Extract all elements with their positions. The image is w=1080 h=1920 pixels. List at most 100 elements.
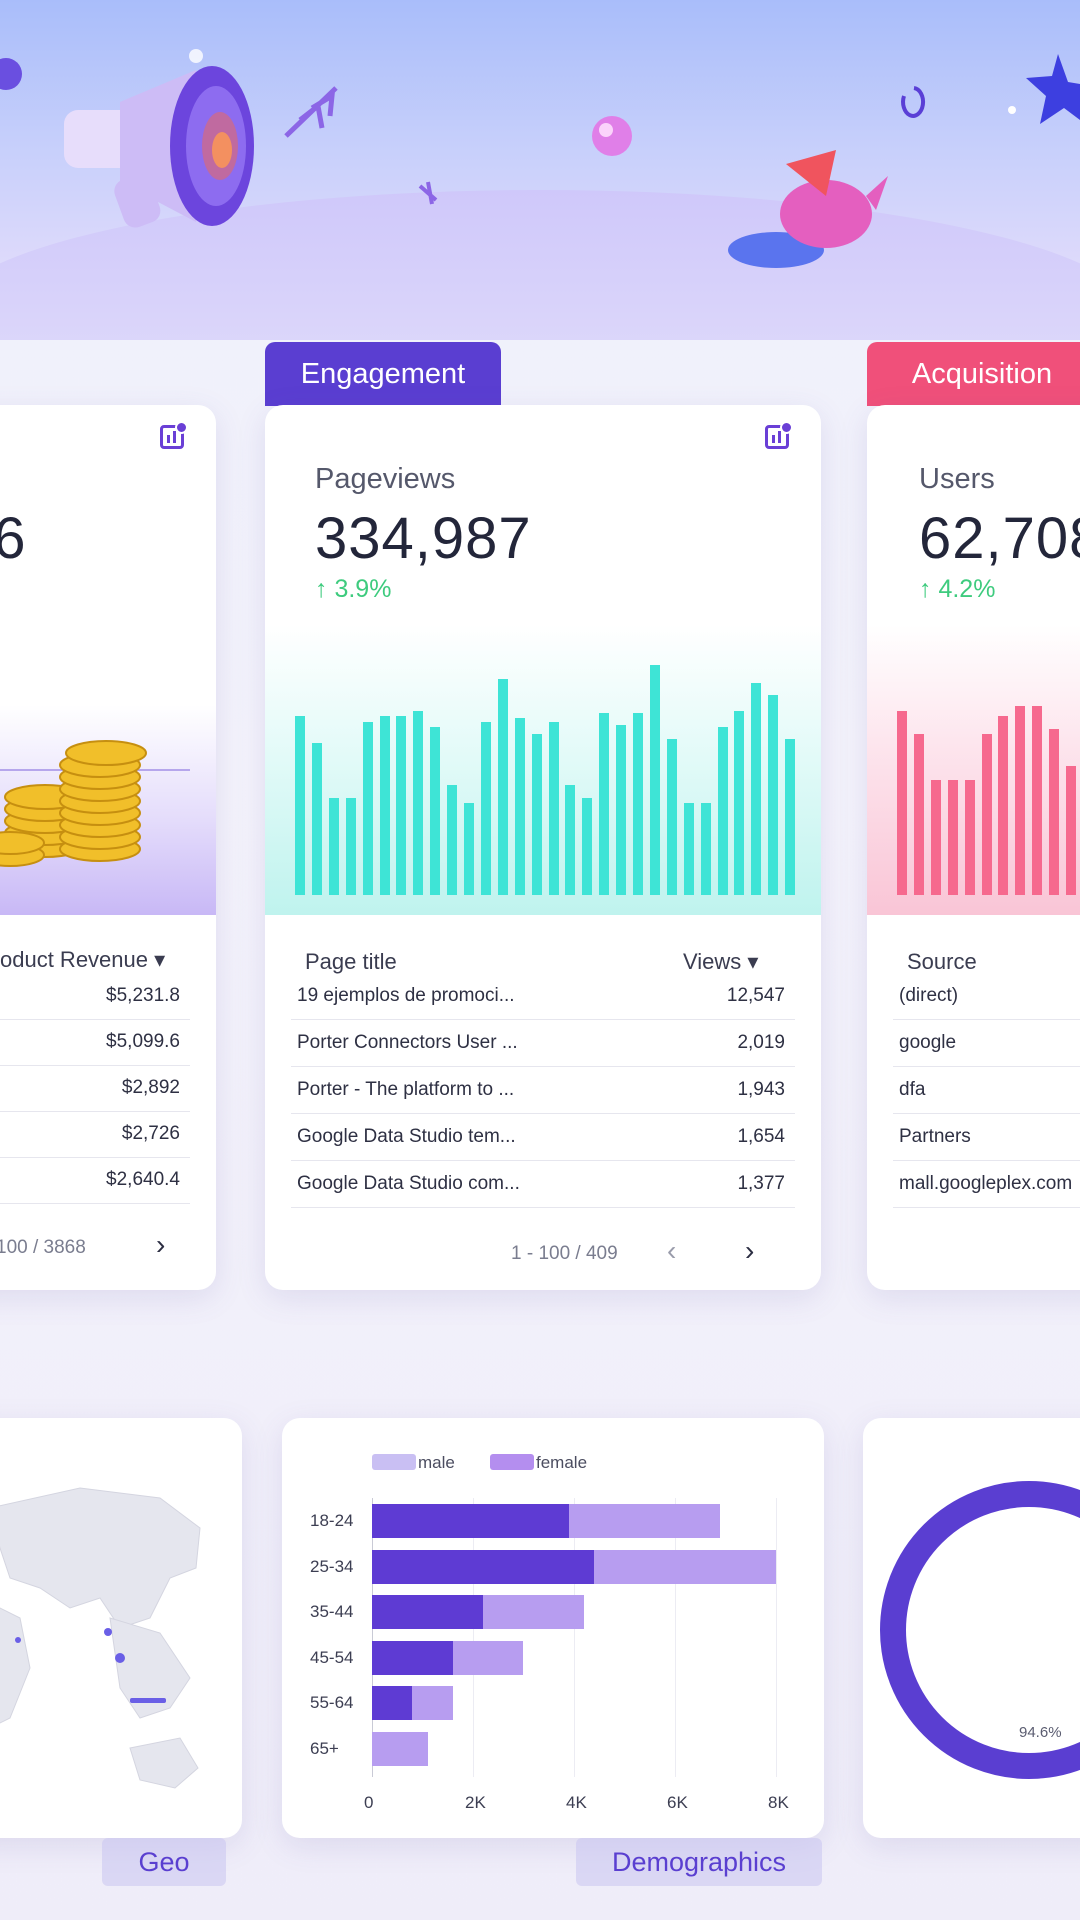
- chart-bar: [616, 725, 627, 895]
- table-row[interactable]: mall.googleplex.com: [893, 1161, 1080, 1208]
- users-chart: [867, 625, 1080, 915]
- chart-bar: [998, 716, 1009, 895]
- chart-bar: [734, 711, 745, 895]
- donut-card: 94.6%: [863, 1418, 1080, 1838]
- source-cell: (direct): [899, 985, 959, 1006]
- coins-illustration: [0, 740, 147, 867]
- chart-bar: [717, 727, 728, 895]
- chart-bar: [1032, 706, 1043, 895]
- chart-bar: [633, 713, 643, 895]
- bar-male[interactable]: [372, 1595, 484, 1629]
- chart-settings-icon[interactable]: [160, 421, 188, 449]
- table-row[interactable]: $2,726: [0, 1111, 190, 1158]
- chart-bar: [396, 716, 407, 895]
- next-page-icon[interactable]: ›: [745, 1235, 755, 1266]
- chart-bar: [328, 798, 339, 895]
- revenue-cell: $2,640.4: [106, 1169, 180, 1190]
- x-tick-label: 2K: [465, 1793, 486, 1812]
- age-group-label: 25-34: [310, 1556, 354, 1576]
- chart-bar: [1066, 766, 1076, 895]
- page-title-header[interactable]: Page title: [305, 949, 397, 974]
- acquisition-card: Users 62,708 ↑ 4.2% Source (direct) googl…: [867, 405, 1080, 1290]
- chart-bar: [379, 716, 390, 895]
- table-row[interactable]: Google Data Studio com... 1,377: [291, 1161, 795, 1208]
- table-row[interactable]: Partners: [893, 1114, 1080, 1161]
- x-tick-label: 0: [364, 1793, 374, 1812]
- gridline: [776, 1498, 777, 1777]
- bar-female[interactable]: [412, 1686, 453, 1720]
- bar-female[interactable]: [483, 1595, 585, 1629]
- age-group-label: 55-64: [310, 1693, 354, 1712]
- table-row[interactable]: (direct): [893, 973, 1080, 1020]
- chart-bar: [981, 734, 992, 895]
- bar-male[interactable]: [372, 1686, 413, 1720]
- chart-bar: [683, 803, 694, 895]
- table-row[interactable]: $5,231.8: [0, 973, 190, 1020]
- chart-bar: [947, 780, 958, 895]
- arrow-up-icon: ↑: [315, 575, 328, 603]
- chart-settings-icon[interactable]: [765, 421, 793, 449]
- views-header[interactable]: Views ▾: [683, 949, 759, 974]
- demographics-section-label: Demographics: [576, 1838, 822, 1886]
- revenue-cell: $5,231.8: [106, 985, 180, 1006]
- legend-male: male: [418, 1453, 455, 1472]
- chart-bar: [666, 739, 677, 895]
- star-icon: [1026, 54, 1080, 124]
- table-row[interactable]: $2,892: [0, 1065, 190, 1112]
- chart-bar: [1015, 706, 1026, 895]
- x-tick-label: 8K: [768, 1793, 789, 1812]
- chart-bar: [599, 713, 610, 895]
- table-row[interactable]: $2,640.4: [0, 1157, 190, 1204]
- table-row[interactable]: 19 ejemplos de promoci... 12,547: [291, 973, 795, 1020]
- age-group-label: 35-44: [310, 1602, 354, 1621]
- bar-male[interactable]: [372, 1504, 569, 1538]
- donut-label: 94.6%: [1019, 1724, 1062, 1741]
- bar-female[interactable]: [452, 1640, 524, 1675]
- gridline: [574, 1498, 575, 1777]
- gridline: [675, 1498, 676, 1777]
- table-row[interactable]: dfa: [893, 1067, 1080, 1114]
- chart-bar: [548, 722, 559, 895]
- tab-acquisition[interactable]: Acquisition: [867, 342, 1080, 406]
- revenue-card: 26 oduct Revenue ▾ $5,231.8 $5,099.6 $2,89…: [0, 405, 216, 1290]
- revenue-cell: $2,892: [121, 1077, 180, 1098]
- bar-female[interactable]: [568, 1504, 721, 1538]
- prev-page-icon[interactable]: ‹: [667, 1235, 677, 1266]
- table-row[interactable]: Google Data Studio tem... 1,654: [291, 1114, 795, 1161]
- bar-female[interactable]: [372, 1731, 428, 1766]
- table-row[interactable]: Porter - The platform to ... 1,943: [291, 1067, 795, 1114]
- chart-bar: [531, 734, 542, 895]
- hero-banner: [0, 0, 1080, 340]
- table-row[interactable]: Porter Connectors User ... 2,019: [291, 1020, 795, 1067]
- table-row[interactable]: google: [893, 1020, 1080, 1067]
- page-title-cell: Porter Connectors User ...: [297, 1032, 518, 1053]
- bar-female[interactable]: [594, 1549, 776, 1584]
- age-group-label: 65+: [310, 1738, 339, 1758]
- page-title-cell: Google Data Studio com...: [297, 1173, 520, 1194]
- bar-male[interactable]: [372, 1549, 595, 1584]
- engagement-pager: 1 - 100 / 409: [511, 1243, 618, 1264]
- megaphone-icon: [64, 66, 254, 228]
- source-header[interactable]: Source: [907, 949, 977, 974]
- revenue-column-header[interactable]: oduct Revenue ▾: [0, 947, 166, 972]
- chart-bar: [565, 785, 576, 895]
- pageviews-chart: [265, 625, 821, 915]
- chart-bar: [447, 785, 458, 895]
- source-cell: mall.googleplex.com: [899, 1173, 1073, 1194]
- chart-bar: [700, 803, 711, 895]
- tab-engagement[interactable]: Engagement: [265, 342, 501, 406]
- hero-hill: [0, 190, 1080, 340]
- engagement-card: Pageviews 334,987 ↑ 3.9% Page title View…: [265, 405, 821, 1290]
- views-cell: 1,377: [737, 1173, 785, 1194]
- table-row[interactable]: $5,099.6: [0, 1019, 190, 1066]
- source-cell: google: [899, 1032, 957, 1053]
- bar-male[interactable]: [372, 1640, 453, 1675]
- leaf-icon: [284, 86, 338, 138]
- chart-bar: [964, 780, 975, 895]
- pink-bird-icon: [728, 150, 888, 268]
- next-page-icon[interactable]: ›: [156, 1229, 166, 1260]
- views-cell: 2,019: [737, 1032, 785, 1053]
- demographics-chart: 0 2K 4K 6K 8K 18-24 25-34 35-44 45-54 55-64 65+: [282, 1418, 824, 1838]
- chart-bar: [362, 722, 373, 895]
- geo-card: [0, 1418, 242, 1838]
